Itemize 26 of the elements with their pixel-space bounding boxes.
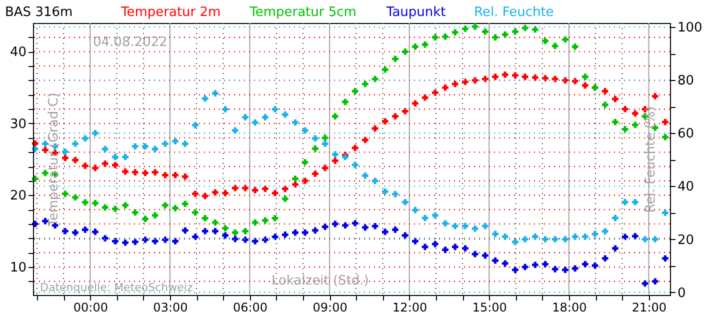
- text: Temperatur 2m: [120, 5, 221, 20]
- x-tick-label: 18:00: [552, 300, 587, 314]
- x-tick-label: 00:00: [73, 300, 108, 314]
- x-tick-label: 21:00: [632, 300, 667, 314]
- y2-tick-label: 0: [678, 286, 686, 301]
- text: Temperatur 5cm: [248, 5, 356, 20]
- x-tick-label: 09:00: [312, 300, 348, 314]
- x-axis-title: Lokalzeit (Std.): [271, 274, 369, 288]
- x-tick-label: 15:00: [472, 300, 507, 314]
- y-tick-label: 10: [10, 260, 26, 276]
- chart-title: BAS 316m: [5, 5, 73, 20]
- y-tick-label: 40: [10, 45, 26, 60]
- text: Taupunkt: [385, 5, 446, 20]
- annotation: 04.08.2022: [93, 35, 168, 50]
- text: Rel. Feuchte: [474, 5, 554, 20]
- x-tick-label: 06:00: [232, 300, 268, 314]
- y2-tick-label: 100: [678, 20, 702, 36]
- y-tick-label: 20: [10, 188, 26, 204]
- y2-tick-label: 40: [678, 180, 694, 195]
- y-axis-title: Temperatur (Grad C): [46, 92, 62, 228]
- y2-tick-label: 60: [678, 126, 694, 142]
- x-tick-label: 12:00: [392, 300, 428, 314]
- y2-tick-label: 20: [678, 232, 694, 248]
- y-tick-label: 30: [10, 116, 26, 132]
- x-tick-label: 03:00: [153, 300, 188, 314]
- y2-tick-label: 80: [678, 74, 694, 89]
